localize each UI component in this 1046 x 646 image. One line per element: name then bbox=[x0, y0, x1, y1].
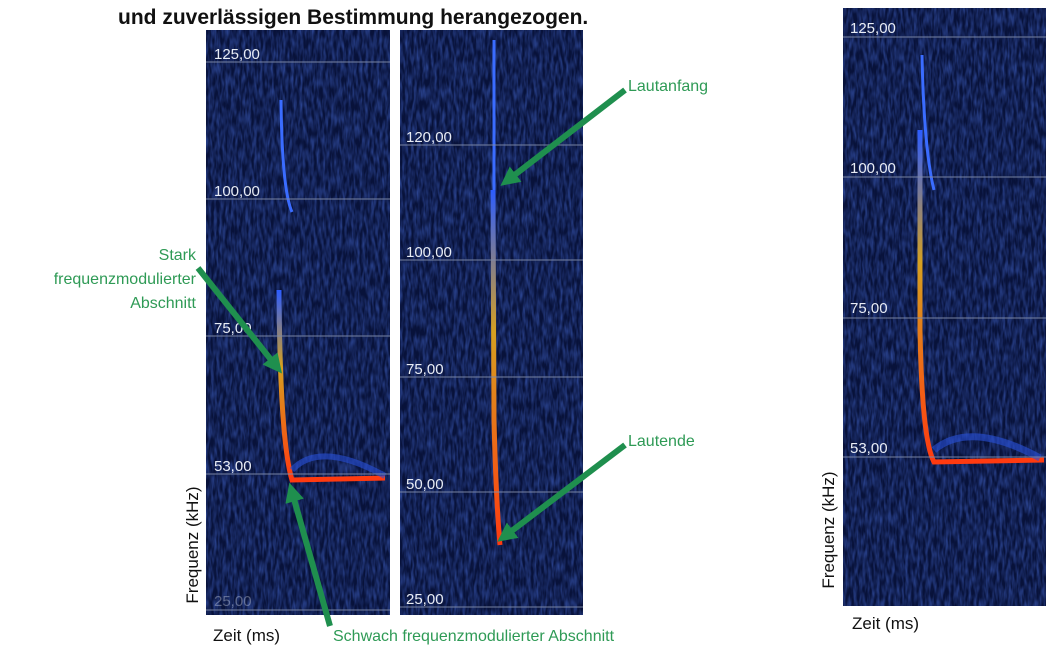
tick-label: 25,00 bbox=[214, 593, 252, 610]
annotation: Abschnitt bbox=[130, 295, 196, 312]
tick-label: 125,00 bbox=[850, 20, 896, 37]
annotation: Schwach frequenzmodulierter Abschnitt bbox=[333, 628, 615, 645]
tick-label: 25,00 bbox=[406, 591, 444, 608]
annotation: Lautende bbox=[628, 433, 695, 450]
x-axis-label: Zeit (ms) bbox=[852, 614, 919, 633]
x-axis-label: Zeit (ms) bbox=[213, 626, 280, 645]
tick-label: 100,00 bbox=[214, 183, 260, 200]
annotation: frequenzmodulierter bbox=[54, 271, 197, 288]
tick-label: 50,00 bbox=[406, 476, 444, 493]
tick-label: 75,00 bbox=[850, 300, 888, 317]
tick-label: 100,00 bbox=[406, 244, 452, 261]
figure: und zuverlässigen Bestimmung herangezoge… bbox=[0, 0, 1046, 646]
heading: und zuverlässigen Bestimmung herangezoge… bbox=[118, 6, 588, 29]
tick-label: 120,00 bbox=[406, 129, 452, 146]
tick-label: 53,00 bbox=[214, 458, 252, 475]
tick-label: 53,00 bbox=[850, 440, 888, 457]
y-axis-label: Frequenz (kHz) bbox=[819, 471, 838, 588]
tick-label: 125,00 bbox=[214, 46, 260, 63]
spectrogram bbox=[400, 30, 583, 615]
y-axis-label: Frequenz (kHz) bbox=[183, 486, 202, 603]
tick-label: 75,00 bbox=[406, 361, 444, 378]
annotation: Stark bbox=[159, 247, 197, 264]
tick-label: 100,00 bbox=[850, 160, 896, 177]
annotation: Lautanfang bbox=[628, 78, 708, 95]
